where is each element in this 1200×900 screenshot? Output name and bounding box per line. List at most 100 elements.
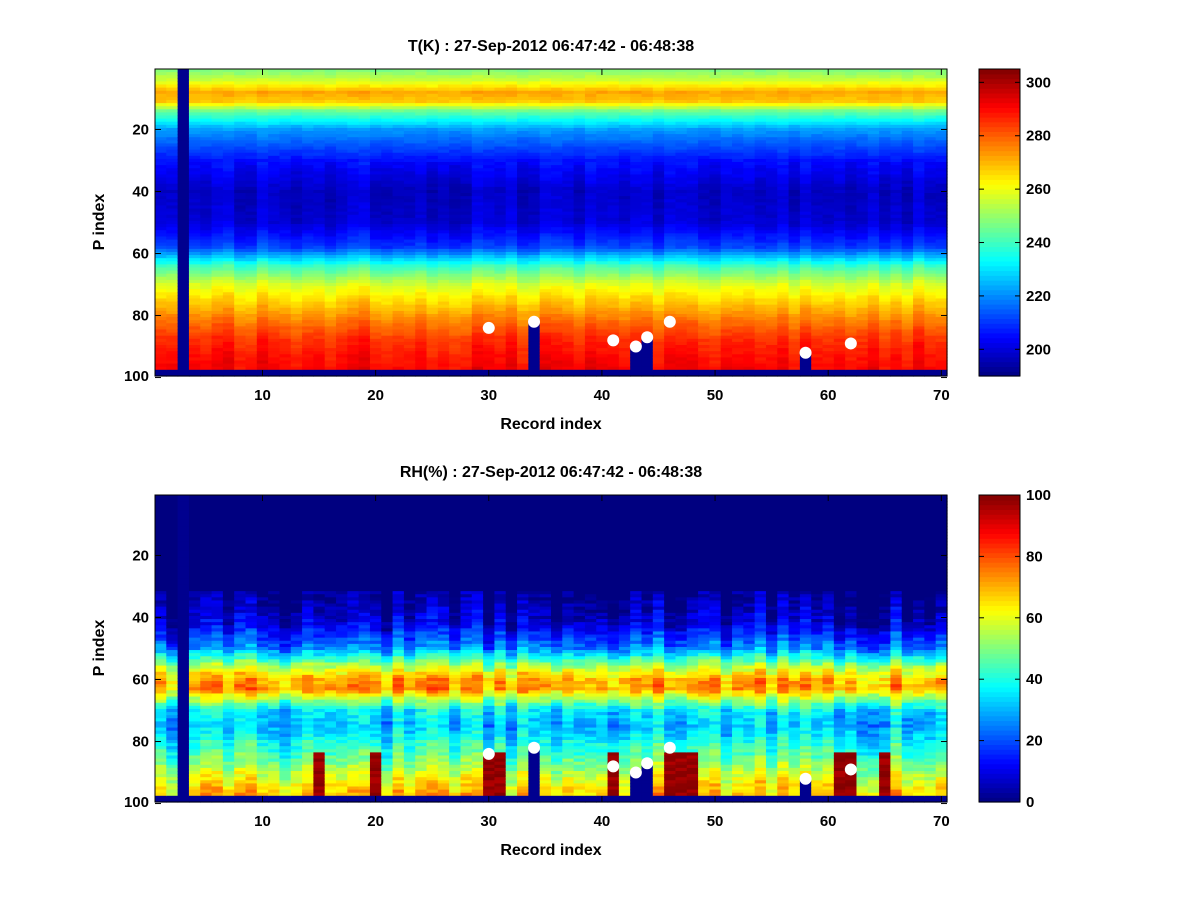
heatmap-cell (618, 307, 631, 312)
heatmap-cell (336, 93, 348, 98)
heatmap-cell (403, 81, 416, 86)
heatmap-cell (347, 168, 360, 172)
heatmap-cell (313, 264, 326, 269)
heatmap-cell (675, 81, 688, 86)
heatmap-cell (369, 146, 382, 151)
heatmap-cell (415, 317, 428, 321)
heatmap-cell (562, 100, 575, 104)
heatmap-cell (607, 344, 620, 349)
heatmap-cell (392, 208, 405, 213)
heatmap-cell (562, 286, 575, 290)
heatmap-cell (155, 289, 167, 293)
heatmap-cell (188, 282, 201, 287)
heatmap-cell (302, 323, 314, 327)
heatmap-cell (607, 233, 620, 238)
heatmap-cell (268, 230, 281, 234)
heatmap-cell (471, 189, 484, 194)
heatmap-cell (336, 87, 348, 92)
heatmap-cell (686, 127, 699, 132)
heatmap-cell (505, 307, 518, 312)
heatmap-cell (302, 298, 314, 303)
heatmap-cell (358, 180, 371, 185)
heatmap-cell (607, 217, 620, 222)
heatmap-cell (720, 149, 733, 154)
heatmap-cell (245, 335, 258, 340)
heatmap-cell (483, 227, 496, 231)
heatmap-cell (302, 134, 314, 138)
heatmap-cell (517, 149, 529, 154)
heatmap-cell (290, 115, 303, 120)
heatmap-cell (200, 242, 213, 247)
heatmap-cell (630, 227, 643, 231)
heatmap-cell (483, 180, 496, 185)
heatmap-cell (324, 344, 337, 349)
heatmap-cell (652, 220, 665, 225)
heatmap-cell (415, 338, 428, 343)
heatmap-cell (539, 239, 552, 244)
heatmap-cell (449, 242, 462, 247)
heatmap-cell (245, 251, 258, 256)
heatmap-cell (392, 81, 405, 86)
heatmap-cell (551, 286, 563, 290)
heatmap-cell (302, 224, 314, 228)
heatmap-cell (596, 131, 609, 135)
heatmap-cell (607, 354, 620, 358)
heatmap-cell (528, 124, 541, 129)
heatmap-cell (234, 304, 247, 309)
heatmap-cell (234, 106, 247, 110)
heatmap-cell (573, 255, 586, 259)
heatmap-cell (437, 186, 450, 191)
heatmap-cell (358, 112, 371, 117)
heatmap-cell (618, 205, 631, 210)
heatmap-cell (234, 69, 247, 73)
heatmap-cell (607, 171, 620, 176)
heatmap-cell (664, 351, 677, 355)
heatmap-cell (551, 323, 563, 327)
heatmap-cell (449, 168, 462, 172)
heatmap-cell (528, 118, 541, 123)
heatmap-cell (290, 199, 303, 203)
heatmap-cell (336, 245, 348, 250)
heatmap-cell (268, 81, 281, 86)
heatmap-cell (211, 227, 224, 231)
heatmap-cell (449, 295, 462, 300)
heatmap-cell (200, 109, 213, 114)
heatmap-cell (437, 326, 450, 331)
heatmap-cell (607, 174, 620, 179)
heatmap-cell (200, 295, 213, 300)
heatmap-cell (403, 112, 416, 117)
heatmap-cell (392, 189, 405, 194)
heatmap-cell (596, 189, 609, 194)
heatmap-cell (652, 208, 665, 213)
heatmap-cell (675, 131, 688, 135)
heatmap-cell (222, 112, 235, 117)
heatmap-cell (211, 202, 224, 207)
heatmap-cell (200, 100, 213, 104)
heatmap-cell (618, 289, 631, 293)
heatmap-cell (449, 121, 462, 126)
heatmap-cell (245, 233, 258, 238)
heatmap-cell (268, 87, 281, 92)
heatmap-cell (324, 313, 337, 318)
heatmap-cell (483, 354, 496, 358)
heatmap-cell (324, 78, 337, 82)
heatmap-cell (494, 155, 507, 160)
heatmap-cell (528, 360, 541, 365)
heatmap-cell (200, 298, 213, 303)
heatmap-cell (573, 137, 586, 141)
heatmap-cell (166, 149, 179, 154)
heatmap-cell (652, 236, 665, 241)
heatmap-cell (517, 124, 529, 129)
heatmap-cell (279, 304, 292, 309)
heatmap-cell (256, 270, 269, 275)
heatmap-cell (392, 211, 405, 216)
heatmap-cell (166, 317, 179, 321)
heatmap-cell (211, 72, 224, 76)
heatmap-cell (268, 158, 281, 163)
heatmap-cell (313, 276, 326, 281)
heatmap-cell (584, 310, 597, 315)
heatmap-cell (211, 236, 224, 241)
heatmap-cell (369, 78, 382, 82)
heatmap-cell (381, 93, 394, 98)
heatmap-cell (449, 227, 462, 231)
